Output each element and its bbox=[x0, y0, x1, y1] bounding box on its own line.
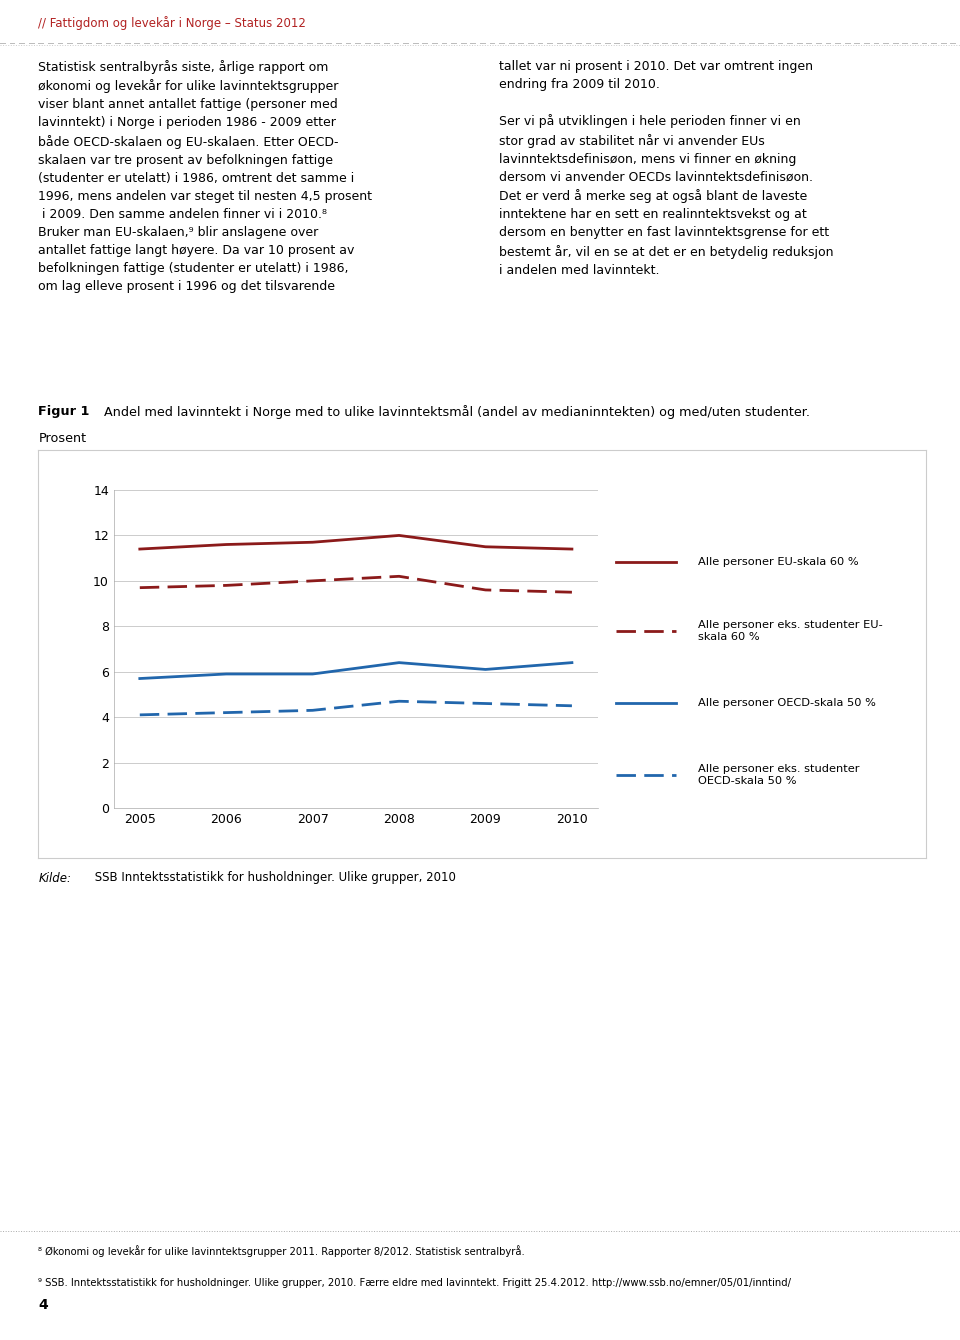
Text: SSB Inntektsstatistikk for husholdninger. Ulike grupper, 2010: SSB Inntektsstatistikk for husholdninger… bbox=[91, 871, 456, 884]
Text: Andel med lavinntekt i Norge med to ulike lavinntektsmål (andel av medianinntekt: Andel med lavinntekt i Norge med to ulik… bbox=[100, 405, 810, 419]
Text: ⁸ Økonomi og levekår for ulike lavinntektsgrupper 2011. Rapporter 8/2012. Statis: ⁸ Økonomi og levekår for ulike lavinntek… bbox=[38, 1245, 525, 1257]
Text: Alle personer eks. studenter
OECD-skala 50 %: Alle personer eks. studenter OECD-skala … bbox=[698, 764, 860, 787]
Text: Figur 1: Figur 1 bbox=[38, 405, 90, 418]
Text: Alle personer OECD-skala 50 %: Alle personer OECD-skala 50 % bbox=[698, 698, 876, 708]
Text: ⁹ SSB. Inntektsstatistikk for husholdninger. Ulike grupper, 2010. Færre eldre me: ⁹ SSB. Inntektsstatistikk for husholdnin… bbox=[38, 1277, 791, 1288]
Text: Prosent: Prosent bbox=[38, 431, 86, 445]
Text: Statistisk sentralbyrås siste, årlige rapport om
økonomi og levekår for ulike la: Statistisk sentralbyrås siste, årlige ra… bbox=[38, 60, 372, 293]
Text: Alle personer EU-skala 60 %: Alle personer EU-skala 60 % bbox=[698, 557, 859, 567]
Text: tallet var ni prosent i 2010. Det var omtrent ingen
endring fra 2009 til 2010.

: tallet var ni prosent i 2010. Det var om… bbox=[499, 60, 833, 277]
Text: 4: 4 bbox=[38, 1298, 48, 1312]
Text: // Fattigdom og levekår i Norge – Status 2012: // Fattigdom og levekår i Norge – Status… bbox=[38, 16, 306, 29]
Text: Kilde:: Kilde: bbox=[38, 871, 71, 884]
Text: Alle personer eks. studenter EU-
skala 60 %: Alle personer eks. studenter EU- skala 6… bbox=[698, 620, 883, 642]
